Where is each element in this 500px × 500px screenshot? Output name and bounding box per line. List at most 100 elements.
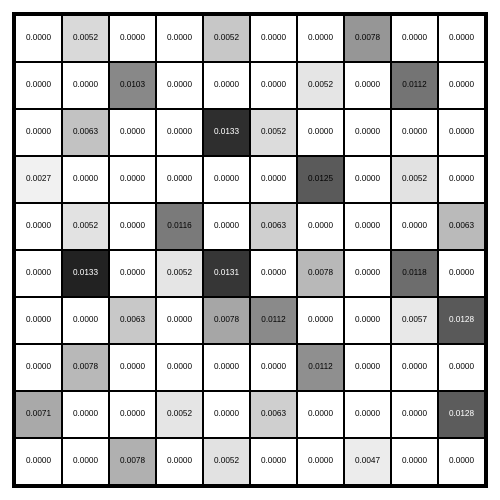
heatmap-cell: 0.0000: [438, 156, 485, 203]
heatmap-cell: 0.0000: [391, 438, 438, 485]
heatmap-cell: 0.0000: [109, 250, 156, 297]
heatmap-cell: 0.0133: [62, 250, 109, 297]
heatmap-cell: 0.0063: [250, 391, 297, 438]
heatmap-cell: 0.0000: [344, 250, 391, 297]
heatmap-cell: 0.0052: [156, 391, 203, 438]
heatmap-cell: 0.0000: [109, 391, 156, 438]
heatmap-cell: 0.0000: [62, 391, 109, 438]
heatmap-cell: 0.0071: [15, 391, 62, 438]
heatmap-cell: 0.0000: [62, 297, 109, 344]
heatmap-cell: 0.0000: [344, 156, 391, 203]
heatmap-cell: 0.0000: [203, 391, 250, 438]
heatmap-cell: 0.0112: [297, 344, 344, 391]
heatmap-cell: 0.0052: [297, 62, 344, 109]
heatmap-cell: 0.0063: [62, 109, 109, 156]
heatmap-cell: 0.0000: [250, 156, 297, 203]
heatmap-cell: 0.0128: [438, 297, 485, 344]
heatmap-cell: 0.0063: [250, 203, 297, 250]
heatmap-cell: 0.0000: [15, 203, 62, 250]
heatmap-cell: 0.0000: [250, 438, 297, 485]
heatmap-cell: 0.0000: [250, 62, 297, 109]
heatmap-cell: 0.0000: [250, 250, 297, 297]
heatmap-cell: 0.0118: [391, 250, 438, 297]
heatmap-cell: 0.0000: [156, 344, 203, 391]
heatmap-cell: 0.0000: [438, 62, 485, 109]
heatmap-cell: 0.0000: [297, 438, 344, 485]
heatmap-cell: 0.0116: [156, 203, 203, 250]
heatmap-cell: 0.0000: [344, 203, 391, 250]
heatmap-cell: 0.0000: [297, 391, 344, 438]
heatmap-cell: 0.0000: [203, 203, 250, 250]
heatmap-cell: 0.0000: [438, 250, 485, 297]
heatmap-cell: 0.0000: [391, 15, 438, 62]
heatmap-cell: 0.0103: [109, 62, 156, 109]
heatmap-cell: 0.0078: [297, 250, 344, 297]
heatmap-cell: 0.0000: [297, 203, 344, 250]
heatmap-cell: 0.0000: [62, 156, 109, 203]
heatmap-cell: 0.0000: [109, 156, 156, 203]
heatmap-cell: 0.0000: [109, 344, 156, 391]
heatmap-cell: 0.0000: [297, 15, 344, 62]
heatmap-cell: 0.0000: [391, 203, 438, 250]
heatmap-cell: 0.0078: [203, 297, 250, 344]
heatmap-cell: 0.0000: [109, 203, 156, 250]
heatmap-cell: 0.0052: [62, 203, 109, 250]
heatmap-cell: 0.0047: [344, 438, 391, 485]
heatmap-cell: 0.0052: [203, 438, 250, 485]
heatmap-cell: 0.0000: [62, 62, 109, 109]
heatmap-container: 0.00000.00520.00000.00000.00520.00000.00…: [0, 0, 500, 500]
heatmap-cell: 0.0112: [391, 62, 438, 109]
heatmap-cell: 0.0052: [391, 156, 438, 203]
heatmap-cell: 0.0000: [15, 62, 62, 109]
heatmap-cell: 0.0063: [109, 297, 156, 344]
heatmap-cell: 0.0000: [15, 438, 62, 485]
heatmap-cell: 0.0000: [15, 297, 62, 344]
heatmap-cell: 0.0000: [15, 15, 62, 62]
heatmap-cell: 0.0000: [344, 391, 391, 438]
heatmap-cell: 0.0078: [109, 438, 156, 485]
heatmap-cell: 0.0052: [156, 250, 203, 297]
heatmap-cell: 0.0000: [438, 15, 485, 62]
heatmap-cell: 0.0000: [156, 156, 203, 203]
heatmap-cell: 0.0027: [15, 156, 62, 203]
heatmap-cell: 0.0133: [203, 109, 250, 156]
heatmap-cell: 0.0078: [62, 344, 109, 391]
heatmap-cell: 0.0000: [438, 109, 485, 156]
heatmap-cell: 0.0125: [297, 156, 344, 203]
heatmap-grid: 0.00000.00520.00000.00000.00520.00000.00…: [12, 12, 488, 488]
heatmap-cell: 0.0063: [438, 203, 485, 250]
heatmap-cell: 0.0000: [344, 344, 391, 391]
heatmap-cell: 0.0000: [15, 344, 62, 391]
heatmap-cell: 0.0000: [15, 250, 62, 297]
heatmap-cell: 0.0000: [156, 109, 203, 156]
heatmap-cell: 0.0000: [344, 109, 391, 156]
heatmap-cell: 0.0052: [203, 15, 250, 62]
heatmap-cell: 0.0000: [156, 15, 203, 62]
heatmap-cell: 0.0000: [391, 344, 438, 391]
heatmap-cell: 0.0000: [391, 391, 438, 438]
heatmap-cell: 0.0000: [203, 62, 250, 109]
heatmap-cell: 0.0000: [344, 62, 391, 109]
heatmap-cell: 0.0000: [391, 109, 438, 156]
heatmap-cell: 0.0000: [109, 15, 156, 62]
heatmap-cell: 0.0000: [15, 109, 62, 156]
heatmap-cell: 0.0000: [203, 344, 250, 391]
heatmap-cell: 0.0078: [344, 15, 391, 62]
heatmap-cell: 0.0000: [62, 438, 109, 485]
heatmap-cell: 0.0000: [297, 297, 344, 344]
heatmap-cell: 0.0000: [156, 438, 203, 485]
heatmap-cell: 0.0000: [250, 15, 297, 62]
heatmap-cell: 0.0000: [156, 62, 203, 109]
heatmap-cell: 0.0052: [250, 109, 297, 156]
heatmap-cell: 0.0000: [438, 438, 485, 485]
heatmap-cell: 0.0000: [156, 297, 203, 344]
heatmap-cell: 0.0112: [250, 297, 297, 344]
heatmap-cell: 0.0000: [250, 344, 297, 391]
heatmap-cell: 0.0128: [438, 391, 485, 438]
heatmap-cell: 0.0052: [62, 15, 109, 62]
heatmap-cell: 0.0000: [344, 297, 391, 344]
heatmap-cell: 0.0131: [203, 250, 250, 297]
heatmap-cell: 0.0000: [438, 344, 485, 391]
heatmap-cell: 0.0000: [109, 109, 156, 156]
heatmap-cell: 0.0000: [203, 156, 250, 203]
